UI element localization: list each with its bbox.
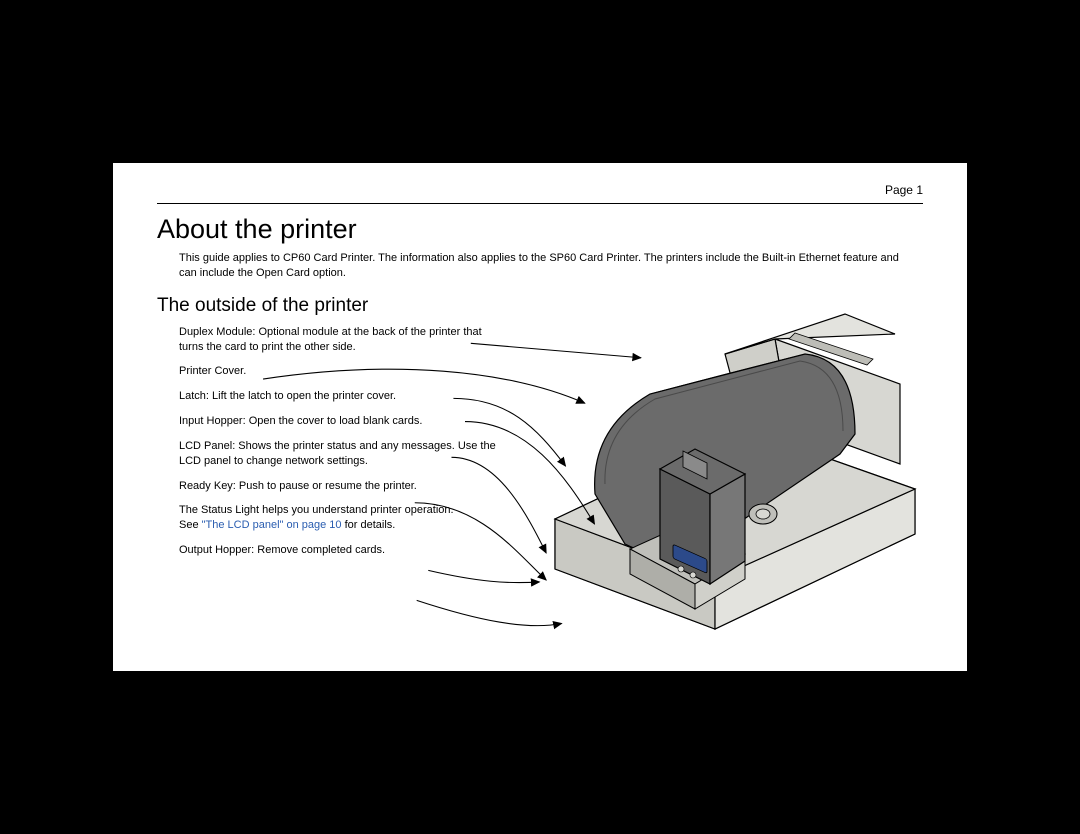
label-status-light-prefix: See — [179, 519, 202, 531]
label-status-light-line1: The Status Light helps you understand pr… — [179, 504, 454, 516]
label-status-light-suffix: for details. — [342, 519, 396, 531]
printer-illustration — [495, 299, 935, 659]
label-input-hopper: Input Hopper: Open the cover to load bla… — [179, 414, 499, 429]
label-output-hopper: Output Hopper: Remove completed cards. — [179, 543, 499, 558]
page-number: Page 1 — [157, 183, 923, 204]
label-latch: Latch: Lift the latch to open the printe… — [179, 389, 499, 404]
label-ready-key: Ready Key: Push to pause or resume the p… — [179, 479, 499, 494]
label-duplex: Duplex Module: Optional module at the ba… — [179, 325, 499, 355]
label-column: Duplex Module: Optional module at the ba… — [179, 325, 499, 568]
label-cover: Printer Cover. — [179, 364, 499, 379]
intro-paragraph: This guide applies to CP60 Card Printer.… — [179, 251, 899, 281]
diagram-area: Duplex Module: Optional module at the ba… — [179, 325, 923, 665]
lcd-panel-link[interactable]: "The LCD panel" on page 10 — [202, 519, 342, 531]
label-status-light: The Status Light helps you understand pr… — [179, 503, 499, 533]
manual-page: Page 1 About the printer This guide appl… — [113, 163, 967, 671]
page-title: About the printer — [157, 214, 923, 245]
label-lcd-panel: LCD Panel: Shows the printer status and … — [179, 439, 499, 469]
